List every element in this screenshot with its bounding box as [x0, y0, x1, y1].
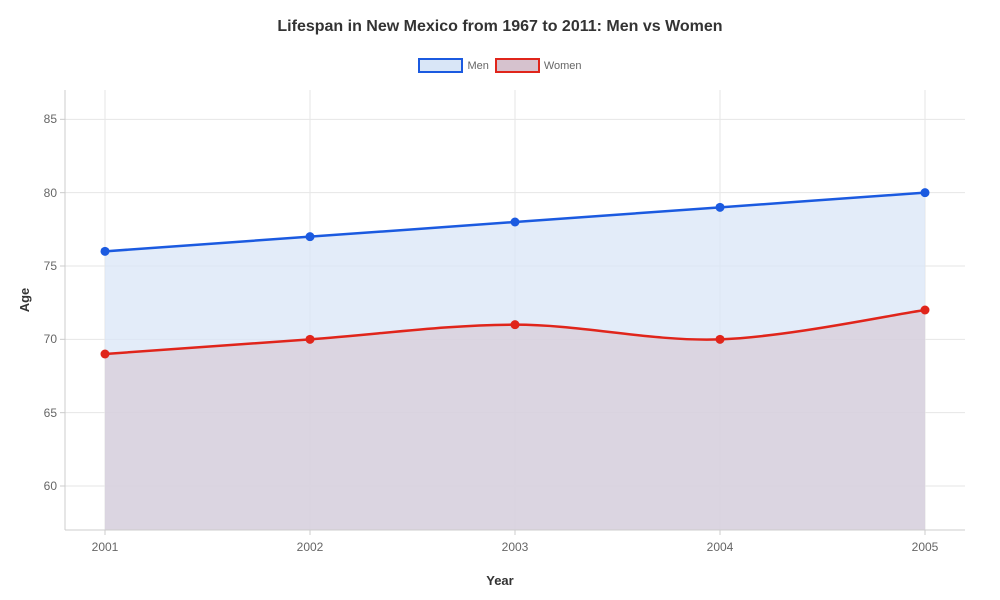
- legend-swatch-women: [495, 58, 540, 73]
- y-tick-label: 60: [17, 479, 57, 493]
- y-tick-label: 70: [17, 332, 57, 346]
- y-tick-label: 75: [17, 259, 57, 273]
- chart-container: Lifespan in New Mexico from 1967 to 2011…: [0, 0, 1000, 600]
- y-axis-title: Age: [17, 288, 32, 313]
- y-tick-label: 65: [17, 406, 57, 420]
- chart-title: Lifespan in New Mexico from 1967 to 2011…: [0, 18, 1000, 36]
- x-axis-title: Year: [0, 573, 1000, 588]
- y-tick-label: 85: [17, 112, 57, 126]
- legend-item-women[interactable]: Women: [495, 58, 582, 73]
- legend-label-women: Women: [544, 60, 582, 72]
- x-tick-label: 2004: [707, 540, 734, 554]
- legend: Men Women: [0, 58, 1000, 73]
- plot-svg: [65, 90, 965, 530]
- x-tick-label: 2003: [502, 540, 529, 554]
- plot-area: 606570758085 20012002200320042005: [65, 90, 965, 530]
- legend-swatch-men: [418, 58, 463, 73]
- x-tick-label: 2001: [92, 540, 119, 554]
- y-tick-label: 80: [17, 186, 57, 200]
- x-tick-label: 2005: [912, 540, 939, 554]
- x-tick-label: 2002: [297, 540, 324, 554]
- legend-label-men: Men: [467, 60, 488, 72]
- legend-item-men[interactable]: Men: [418, 58, 488, 73]
